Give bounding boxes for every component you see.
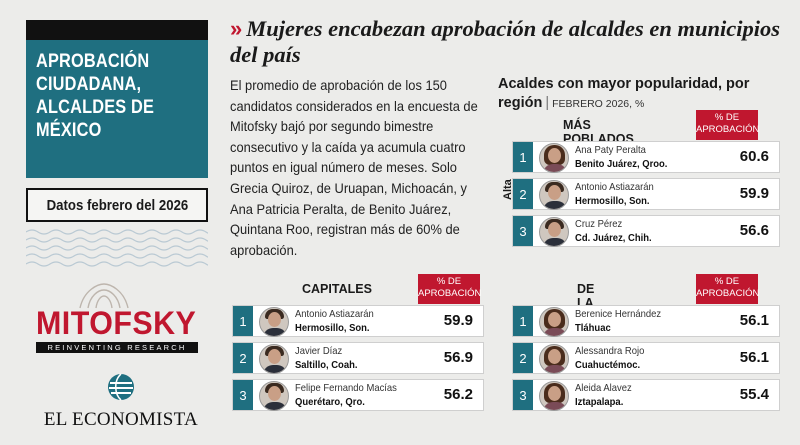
- avatar-face: [548, 185, 561, 200]
- ranking-row: 1 Ana Paty Peralta Benito Juárez, Qroo. 60.…: [512, 141, 780, 173]
- avatar-body: [543, 365, 567, 373]
- mayor-city: Hermosillo, Son.: [295, 322, 370, 334]
- region-subtitle: FEBRERO 2026, %: [552, 98, 645, 110]
- panel-heading: CAPITALES: [302, 282, 372, 296]
- mayor-city: Hermosillo, Son.: [575, 195, 650, 207]
- avatar-face: [548, 386, 561, 401]
- rank-number: 2: [513, 343, 533, 373]
- headline-text: Mujeres encabezan aprobación de alcaldes…: [230, 16, 780, 67]
- mayor-name: Cruz Pérez: [575, 218, 623, 230]
- mayor-city: Iztapalapa.: [575, 396, 624, 408]
- mayor-city: Benito Juárez, Qroo.: [575, 158, 668, 170]
- rank-number: 3: [513, 216, 533, 246]
- rank-number: 2: [513, 179, 533, 209]
- mitofsky-wordmark: MITOFSKY: [36, 305, 197, 341]
- avatar-body: [543, 328, 567, 336]
- approval-value: 56.9: [443, 349, 473, 366]
- avatar-body: [263, 365, 287, 373]
- mayor-city: Querétaro, Qro.: [295, 396, 365, 408]
- approval-value: 56.6: [739, 222, 769, 239]
- approval-value: 55.4: [739, 386, 769, 403]
- rank-number: 1: [513, 306, 533, 336]
- approval-value: 56.2: [443, 386, 473, 403]
- mayor-city: Tláhuac: [575, 322, 611, 334]
- region-title-text: Acaldes con mayor popularidad, por regió…: [498, 76, 750, 111]
- avatar: [539, 180, 569, 210]
- avatar-face: [268, 312, 281, 327]
- ranking-row: 2 Javier Díaz Saltillo, Coah. 56.9: [232, 342, 484, 374]
- wave-decoration: [26, 229, 208, 267]
- avatar-body: [263, 328, 287, 336]
- mayor-name: Antonio Astiazarán: [575, 181, 654, 193]
- approval-value: 59.9: [443, 312, 473, 329]
- approval-value: 56.1: [739, 349, 769, 366]
- section-title: APROBACIÓN CIUDADANA, ALCALDES DE MÉXICO: [36, 51, 155, 141]
- mitofsky-emblem-icon: [79, 283, 129, 309]
- approval-percent-header: % DE APROBACIÓN: [696, 274, 759, 304]
- avatar: [539, 344, 569, 374]
- el-economista-wordmark: EL ECONOMISTA: [43, 409, 199, 430]
- date-badge: Datos febrero del 2026: [26, 188, 208, 222]
- avatar: [539, 217, 569, 247]
- ranking-row: 2 Alessandra Rojo Cuahuctémoc. 56.1: [512, 342, 780, 374]
- mitofsky-tagline: REINVENTING RESEARCH: [36, 342, 198, 353]
- avatar-face: [268, 349, 281, 364]
- avatar-face: [548, 349, 561, 364]
- avatar-body: [263, 402, 287, 410]
- ranking-row: 1 Berenice Hernández Tláhuac 56.1: [512, 305, 780, 337]
- approval-percent-header: % DE APROBACIÓN: [696, 110, 759, 140]
- rank-number: 1: [513, 142, 533, 172]
- rank-number: 1: [233, 306, 253, 336]
- avatar: [539, 307, 569, 337]
- mayor-city: Cuahuctémoc.: [575, 359, 641, 371]
- mitofsky-logo: MITOFSKY REINVENTING RESEARCH: [36, 306, 198, 353]
- ranking-row: 3 Felipe Fernando Macías Querétaro, Qro. 56…: [232, 379, 484, 411]
- rank-number: 2: [233, 343, 253, 373]
- avatar-face: [268, 386, 281, 401]
- avatar-body: [543, 238, 567, 246]
- mayor-name: Berenice Hernández: [575, 308, 662, 320]
- globe-icon: [108, 373, 134, 401]
- region-title: Acaldes con mayor popularidad, por regió…: [498, 76, 750, 111]
- avatar-face: [548, 312, 561, 327]
- approval-percent-header: % DE APROBACIÓN: [418, 274, 481, 304]
- avatar-body: [543, 164, 567, 172]
- approval-value: 56.1: [739, 312, 769, 329]
- mayor-name: Javier Díaz: [295, 345, 343, 357]
- headline-marker-icon: »: [230, 16, 243, 41]
- article-body: El promedio de aprobación de los 150 can…: [230, 77, 478, 258]
- avatar: [259, 381, 289, 411]
- mayor-name: Aleida Alavez: [575, 382, 632, 394]
- left-panel: APROBACIÓN CIUDADANA, ALCALDES DE MÉXICO…: [0, 0, 212, 445]
- avatar-face: [548, 148, 561, 163]
- mayor-name: Alessandra Rojo: [575, 345, 645, 357]
- avatar-body: [543, 402, 567, 410]
- ranking-row: 1 Antonio Astiazarán Hermosillo, Son. 59.9: [232, 305, 484, 337]
- avatar: [539, 143, 569, 173]
- approval-value: 59.9: [739, 185, 769, 202]
- title-top-bar: [26, 20, 208, 40]
- ranking-row: 3 Cruz Pérez Cd. Juárez, Chih. 56.6: [512, 215, 780, 247]
- avatar-body: [543, 201, 567, 209]
- section-title-box: APROBACIÓN CIUDADANA, ALCALDES DE MÉXICO: [26, 40, 208, 178]
- rank-number: 3: [233, 380, 253, 410]
- date-label: Datos febrero del 2026: [46, 196, 188, 214]
- avatar: [539, 381, 569, 411]
- mayor-city: Cd. Juárez, Chih.: [575, 232, 652, 244]
- ranking-row: 3 Aleida Alavez Iztapalapa. 55.4: [512, 379, 780, 411]
- mayor-name: Ana Paty Peralta: [575, 144, 646, 156]
- ranking-row: 2 Antonio Astiazarán Hermosillo, Son. 59.9: [512, 178, 780, 210]
- rank-number: 3: [513, 380, 533, 410]
- avatar-face: [548, 222, 561, 237]
- avatar: [259, 344, 289, 374]
- approval-value: 60.6: [739, 148, 769, 165]
- avatar: [259, 307, 289, 337]
- mayor-name: Felipe Fernando Macías: [295, 382, 397, 394]
- mayor-name: Antonio Astiazarán: [295, 308, 374, 320]
- headline: » Mujeres encabezan aprobación de alcalde…: [230, 16, 790, 67]
- el-economista-logo: EL ECONOMISTA: [36, 372, 206, 431]
- mayor-city: Saltillo, Coah.: [295, 359, 358, 371]
